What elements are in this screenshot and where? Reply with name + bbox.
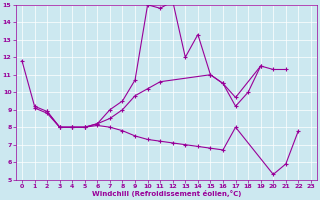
X-axis label: Windchill (Refroidissement éolien,°C): Windchill (Refroidissement éolien,°C) [92,190,241,197]
